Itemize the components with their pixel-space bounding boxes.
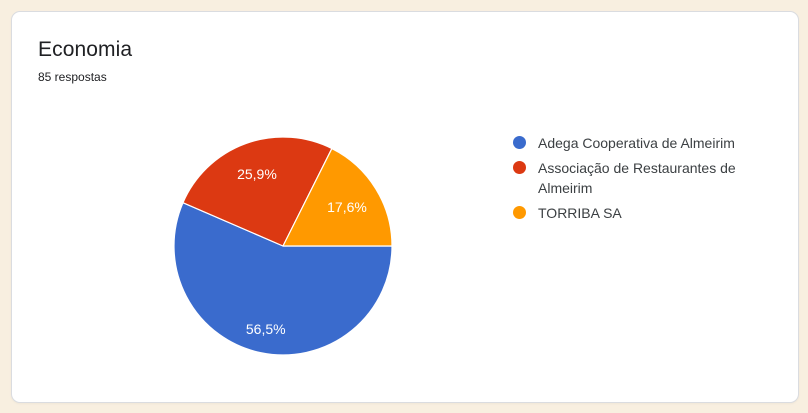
chart-legend: Adega Cooperativa de Almeirim Associação … — [513, 133, 759, 223]
slice-percent-label: 56,5% — [245, 321, 286, 338]
legend-label: Adega Cooperativa de Almeirim — [538, 135, 735, 151]
responses-count: 85 respostas — [38, 70, 107, 84]
pie-chart: 56,5% 25,9% 17,6% — [173, 136, 393, 356]
pie-slice-3[interactable] — [282, 147, 393, 247]
slice-percent-label: 25,9% — [237, 166, 277, 183]
legend-swatch-icon — [513, 136, 526, 149]
legend-label: TORRIBA SA — [538, 205, 622, 221]
legend-swatch-icon — [513, 161, 526, 174]
legend-item: Associação de Restaurantes de Almeirim — [513, 158, 759, 198]
slice-percent-label: 17,6% — [327, 198, 367, 215]
legend-item: Adega Cooperativa de Almeirim — [513, 133, 759, 153]
chart-card: Economia 85 respostas 56,5% 25,9% 17,6% Ad… — [11, 11, 799, 403]
pie-chart-svg — [173, 136, 393, 356]
pie-slice-2[interactable] — [182, 136, 333, 247]
legend-item: TORRIBA SA — [513, 203, 759, 223]
question-title: Economia — [38, 38, 133, 61]
legend-label: Associação de Restaurantes de Almeirim — [538, 160, 736, 196]
legend-swatch-icon — [513, 206, 526, 219]
pie-slice-1[interactable] — [173, 202, 393, 356]
